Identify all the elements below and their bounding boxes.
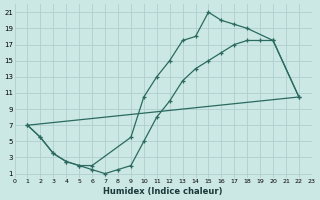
X-axis label: Humidex (Indice chaleur): Humidex (Indice chaleur) [103, 187, 223, 196]
